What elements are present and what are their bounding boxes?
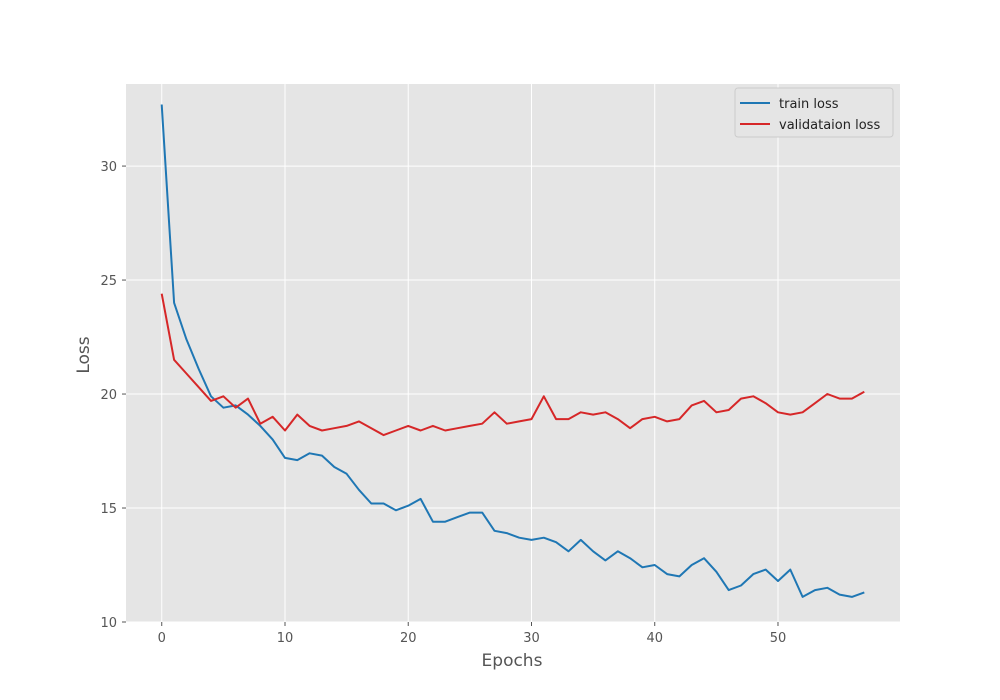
plot-background xyxy=(126,84,900,622)
y-tick-label: 25 xyxy=(100,274,117,289)
x-tick-label: 10 xyxy=(277,631,294,646)
axis-ticks: 0 10 20 30 40 50 10 15 20 25 30 xyxy=(100,160,786,646)
y-tick-label: 10 xyxy=(100,616,117,631)
gridlines xyxy=(126,84,900,623)
y-tick-label: 15 xyxy=(100,502,117,517)
x-tick-label: 50 xyxy=(770,631,787,646)
legend-box xyxy=(734,87,894,138)
x-axis-label: Epochs xyxy=(482,651,543,671)
legend-label-train-loss: train loss xyxy=(779,97,839,112)
legend-label-validation-loss: validataion loss xyxy=(779,118,880,133)
series-lines xyxy=(160,104,865,598)
series-line-validation-loss xyxy=(160,293,865,437)
x-tick-label: 30 xyxy=(523,631,540,646)
x-tick-label: 0 xyxy=(158,631,166,646)
y-axis-label: Loss xyxy=(74,336,94,373)
x-tick-label: 40 xyxy=(646,631,663,646)
x-tick-label: 20 xyxy=(400,631,417,646)
series-line-train-loss xyxy=(160,104,865,598)
y-tick-label: 20 xyxy=(100,388,117,403)
y-tick-label: 30 xyxy=(100,160,117,175)
legend: train loss validataion loss xyxy=(734,87,894,138)
